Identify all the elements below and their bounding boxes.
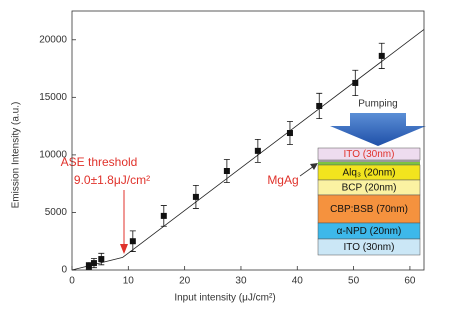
data-point [90,260,97,267]
x-tick-label: 0 [69,276,75,287]
x-tick-label: 50 [348,276,360,287]
plot-frame [71,10,425,271]
device-layer-label: ITO (30nm) [344,242,395,253]
device-layer-label: Alq₃ (20nm) [343,168,396,179]
y-tick-label: 15000 [39,92,67,103]
x-tick-label: 20 [179,276,191,287]
data-point [160,212,167,219]
pump-arrow [330,113,426,146]
data-point [316,102,323,109]
y-tick-label: 5000 [45,207,68,218]
x-tick-label: 30 [235,276,247,287]
data-point [378,52,385,59]
data-point [98,256,105,263]
electrode-layer [318,160,420,162]
device-layer-label: α-NPD (20nm) [337,226,402,237]
x-axis-label: Input intensity (μJ/cm²) [174,293,275,304]
data-point [85,262,92,269]
x-tick-label: 60 [404,276,416,287]
threshold-arrowhead [120,244,128,254]
y-tick-label: 20000 [39,34,67,45]
data-point [223,168,230,175]
data-point [254,147,261,154]
threshold-value: 9.0±1.8μJ/cm² [74,173,150,187]
device-layer [317,238,421,256]
y-tick-label: 10000 [39,150,67,161]
mgag-label: MgAg [267,173,298,187]
electrode-layer [318,162,420,165]
device-layer-label: ITO (30nm) [344,149,395,160]
x-tick-label: 40 [292,276,304,287]
mgag-arrowhead [310,163,318,170]
data-point [286,130,293,137]
mgag-arrow [299,165,315,177]
device-layer-label: CBP:BSB (70nm) [330,204,408,215]
x-tick-label: 10 [123,276,135,287]
device-layer [317,194,421,224]
data-point [192,193,199,200]
pumping-label: Pumping [358,99,397,110]
data-point [352,79,359,86]
threshold-title: ASE threshold [61,155,138,169]
data-point [129,238,136,245]
y-tick-label: 0 [61,265,67,276]
device-layer-label: BCP (20nm) [342,183,397,194]
y-axis-label: Emission Intensity (a.u.) [11,102,22,209]
